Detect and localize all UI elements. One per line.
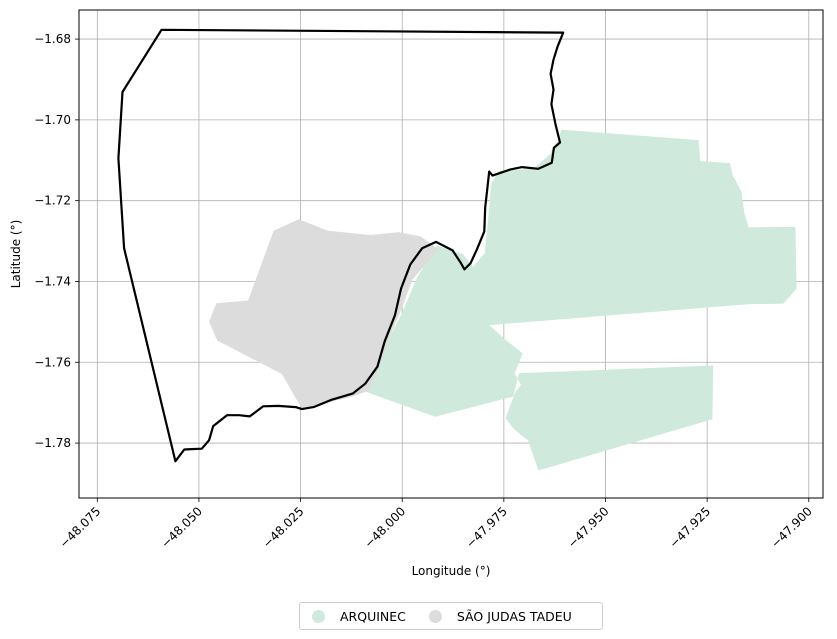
y-tick-label: −1.78	[34, 436, 71, 450]
x-tick-label: −48.050	[158, 504, 205, 551]
legend-item-sao-judas-tadeu: SÃO JUDAS TADEU	[428, 608, 572, 624]
x-axis: −48.075 −48.050 −48.025 −48.000 −47.975 −47.9…	[57, 498, 815, 551]
x-tick-label: −48.000	[362, 504, 409, 551]
y-axis: −1.68 −1.70 −1.72 −1.74 −1.76 −1.78	[34, 32, 79, 450]
y-tick-label: −1.68	[34, 32, 71, 46]
legend-label-arquinec: ARQUINEC	[340, 608, 406, 624]
y-tick-label: −1.70	[34, 113, 71, 127]
x-tick-label: −47.950	[565, 504, 612, 551]
boundary	[117, 28, 565, 463]
legend-marker-arquinec	[312, 609, 325, 623]
x-tick-label: −47.925	[667, 504, 714, 551]
boundary-outline	[117, 28, 565, 463]
x-tick-label: −47.975	[463, 504, 510, 551]
x-axis-label: Longitude (°)	[412, 564, 491, 578]
x-tick-label: −48.025	[260, 504, 307, 551]
legend: ARQUINEC SÃO JUDAS TADEU	[299, 602, 603, 630]
y-tick-label: −1.72	[34, 194, 71, 208]
x-tick-label: −47.900	[768, 504, 815, 551]
x-tick-label: −48.075	[57, 504, 104, 551]
legend-marker-sao-judas-tadeu	[428, 609, 442, 623]
region-sao-judas-tadeu	[209, 219, 439, 409]
plot-frame	[78, 9, 824, 499]
y-tick-label: −1.76	[34, 355, 71, 369]
y-axis-label: Latitude (°)	[9, 220, 23, 289]
legend-label-sao-judas-tadeu: SÃO JUDAS TADEU	[456, 608, 572, 624]
regions	[209, 129, 797, 471]
region-arquinec	[363, 129, 797, 471]
legend-item-arquinec: ARQUINEC	[312, 609, 406, 624]
y-tick-label: −1.74	[34, 274, 71, 288]
